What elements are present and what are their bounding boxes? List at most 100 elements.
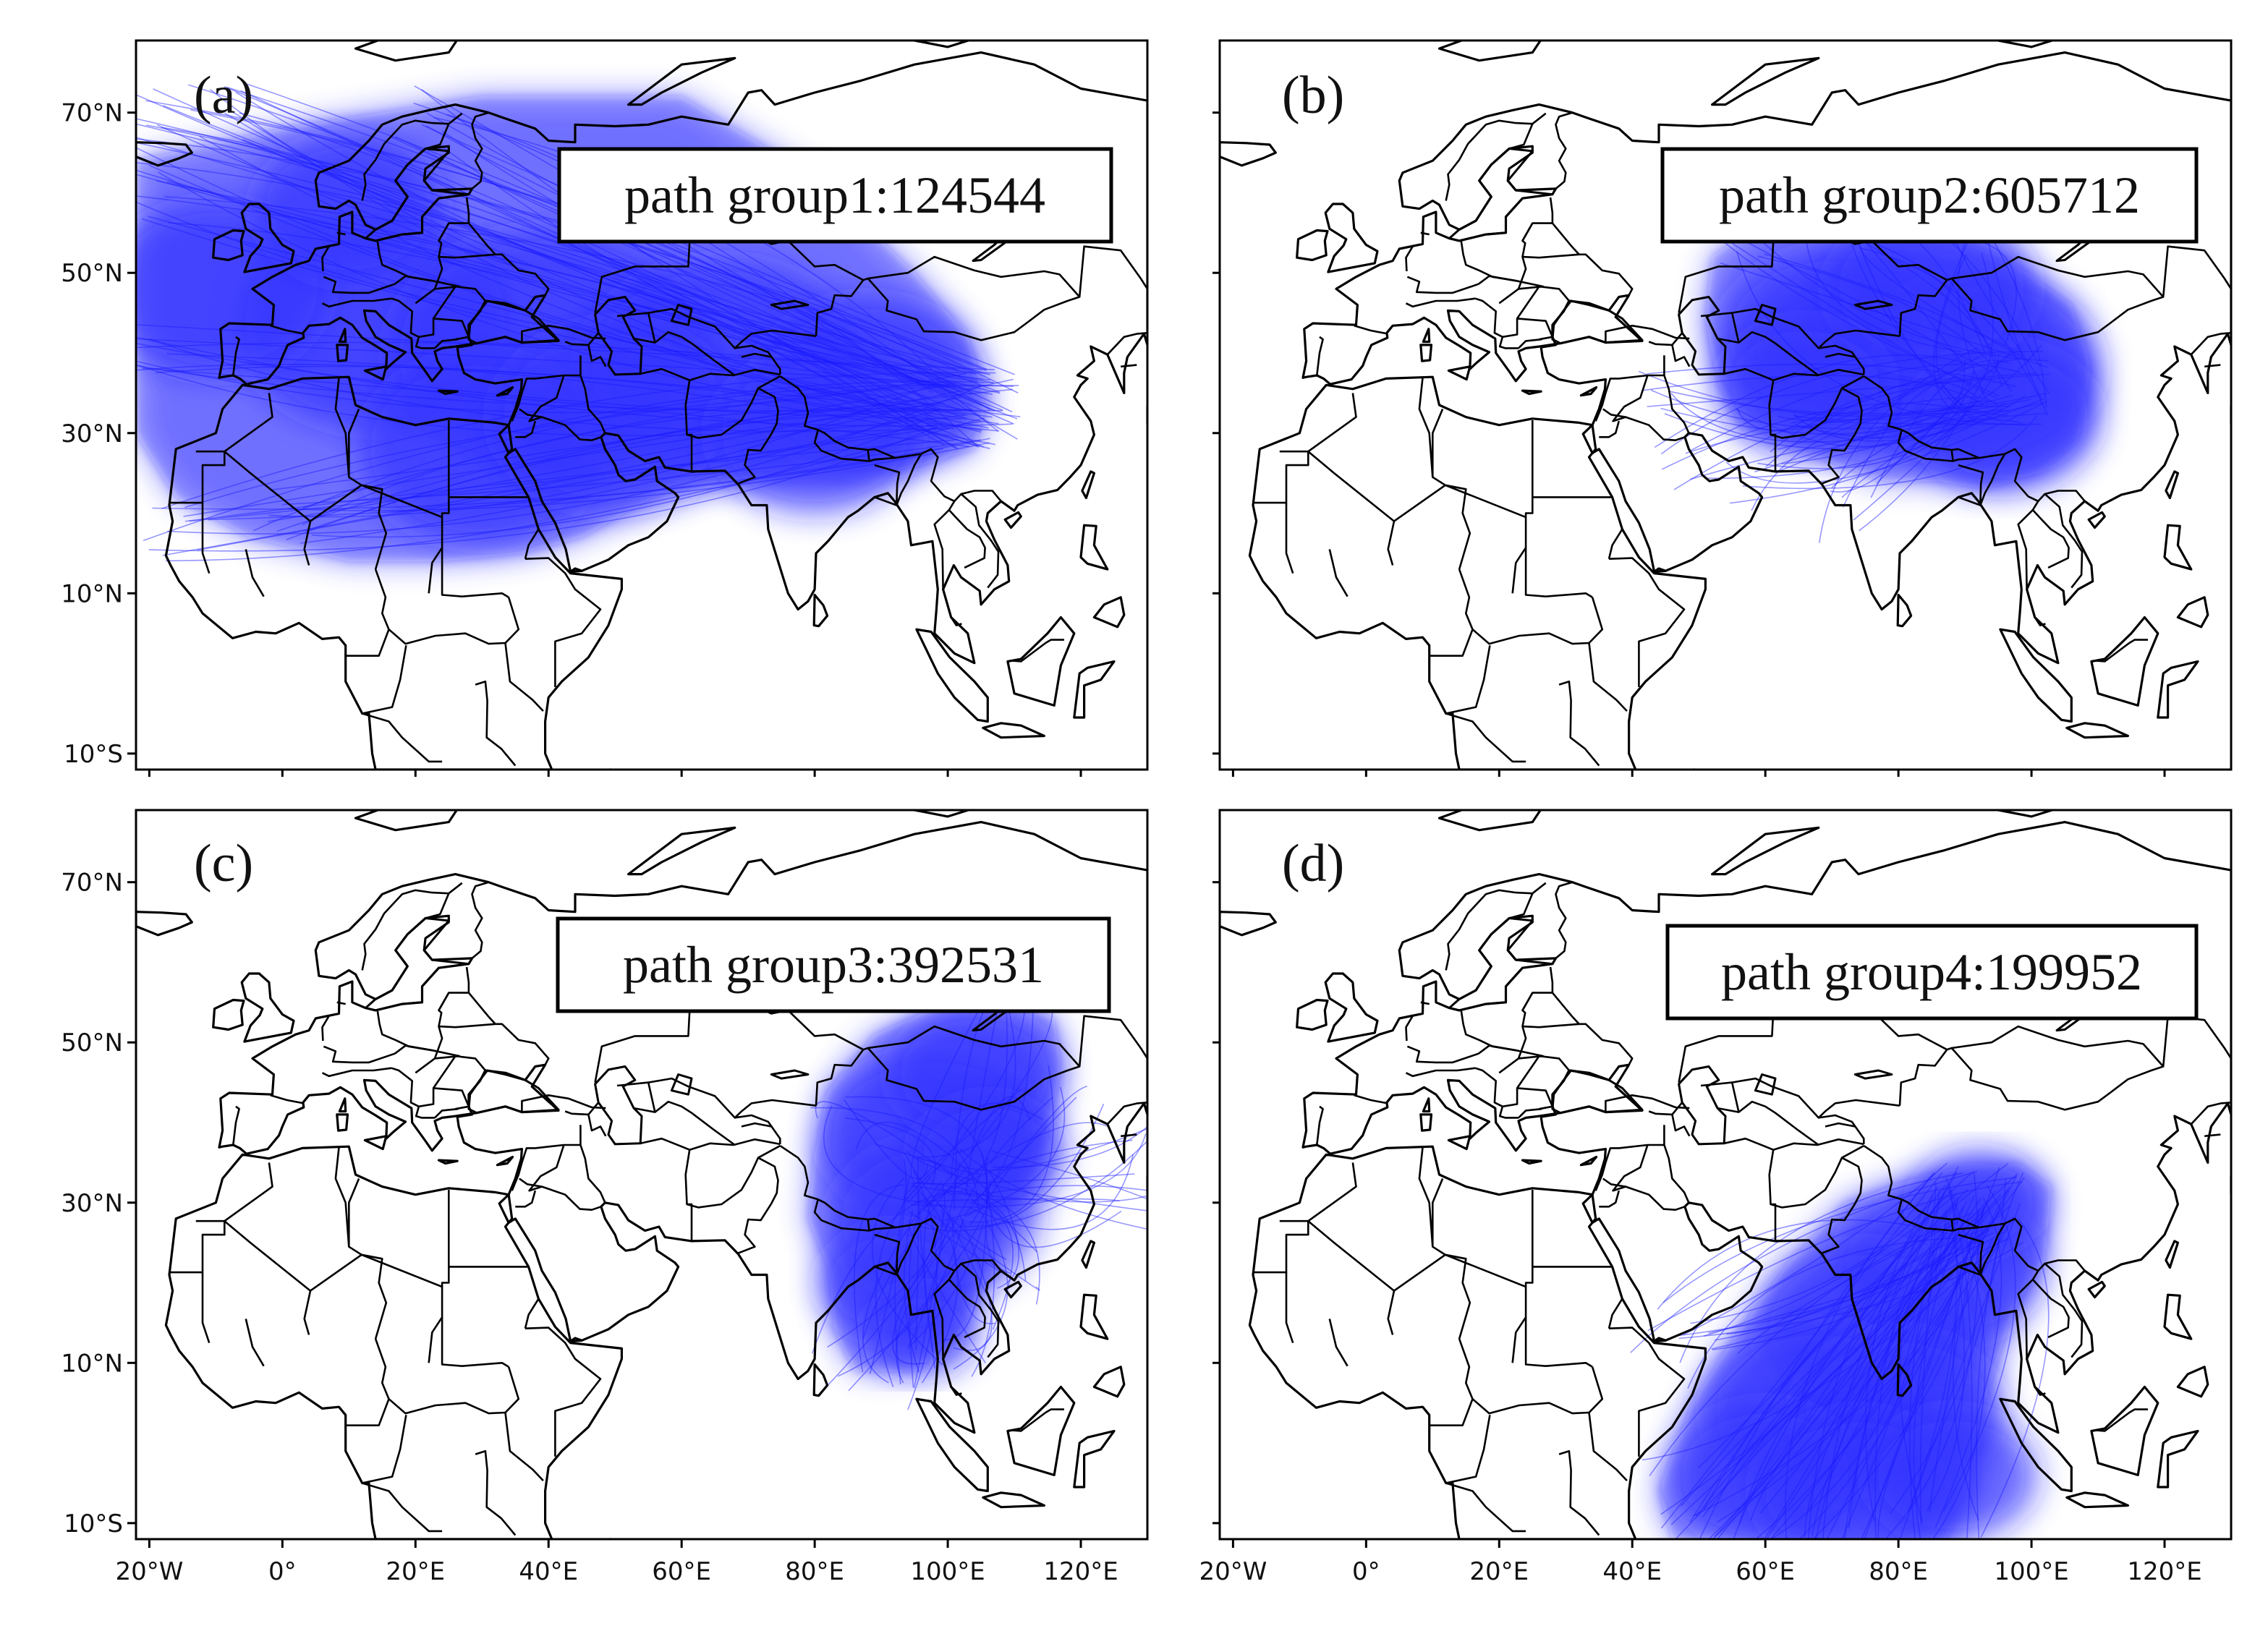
country-border [2034, 1386, 2046, 1396]
country-border [1607, 1298, 1623, 1329]
country-border [1078, 245, 1147, 297]
country-border [471, 111, 489, 189]
land-outline [136, 141, 193, 167]
land-outline [627, 56, 736, 106]
lon-tick-label: 100°E [910, 1557, 985, 1586]
country-border [1498, 336, 1519, 349]
land-outline [1248, 375, 1707, 770]
country-border [1420, 231, 1430, 236]
land-outline [363, 365, 388, 381]
group-label-c: path group3:392531 [623, 936, 1044, 994]
country-border [1979, 448, 2086, 503]
land-outline [1896, 593, 1913, 628]
country-border [519, 1178, 543, 1188]
country-border [960, 1263, 1000, 1358]
land-outline [1999, 1397, 2073, 1493]
country-border [734, 1114, 781, 1144]
country-border [1898, 255, 2165, 341]
panel-letter-a: (a) [194, 66, 253, 125]
land-outline [240, 972, 295, 1043]
country-border [2190, 1102, 2231, 1125]
country-border [362, 1482, 443, 1533]
country-border [779, 1145, 819, 1201]
country-border [1316, 336, 1324, 376]
country-border [1599, 1190, 1621, 1208]
country-border [1328, 549, 1349, 597]
land-outline [437, 1159, 459, 1165]
country-border [1253, 1219, 1309, 1274]
panel-c: 70°N 50°N 30°N 10°N 10°S 20°W 0° 20°E 40°E 60°E 8… [61, 809, 1149, 1586]
lat-tick-label: 50°N [61, 1029, 123, 1057]
group-label-a: path group1:124544 [624, 166, 1045, 224]
country-border [1478, 1044, 1545, 1074]
country-border [521, 325, 606, 344]
country-border [579, 1144, 606, 1204]
country-border [524, 1326, 602, 1457]
country-border [1518, 338, 1542, 349]
country-border [504, 597, 544, 712]
country-border [361, 112, 463, 201]
country-border [1445, 1482, 1526, 1533]
country-border [348, 1178, 360, 1247]
country-border [1460, 1010, 1517, 1052]
country-border [741, 1122, 772, 1128]
country-border [475, 680, 517, 767]
country-border [1516, 1055, 1570, 1089]
country-border [815, 1025, 1081, 1111]
lon-tick-label: 20°E [1469, 1557, 1529, 1586]
panel-b: (b) path group2:605712 [1212, 39, 2233, 777]
country-border [1471, 629, 1589, 645]
land-outline [1081, 470, 1095, 500]
country-border [1474, 297, 1554, 341]
country-border [1979, 453, 2006, 506]
country-border [950, 1386, 962, 1396]
land-outline [1073, 660, 1116, 719]
land-outline [212, 229, 245, 262]
country-border [1432, 1178, 1444, 1247]
lat-tick-label: 70°N [61, 99, 123, 128]
land-outline [1437, 810, 1542, 832]
country-border [524, 529, 540, 560]
land-outline [1419, 344, 1433, 362]
land-outline [1079, 1293, 1109, 1340]
country-border [394, 275, 461, 305]
land-outline [1081, 1240, 1095, 1269]
land-outline [812, 1363, 829, 1397]
country-border [587, 1114, 607, 1137]
lat-tick-label: 70°N [61, 869, 123, 898]
country-border [434, 338, 459, 349]
land-outline [1447, 1135, 1471, 1151]
group-label-box-b [1660, 147, 2199, 244]
lat-tick-label: 50°N [61, 259, 123, 288]
country-border [1393, 1253, 1471, 1340]
country-border [1524, 548, 1593, 598]
country-border [734, 344, 781, 375]
country-border [1558, 680, 1600, 767]
country-border [1471, 1398, 1589, 1415]
land-outline [913, 41, 972, 48]
country-border [1648, 332, 1683, 346]
country-border [323, 1045, 396, 1064]
country-border [441, 1190, 450, 1287]
country-border [2034, 616, 2046, 626]
panel-d: 20°W 0° 20°E 40°E 60°E 80°E 100°E 120°E (d) pat… [1199, 809, 2233, 1586]
land-outline [1447, 365, 1471, 381]
lake-outline [770, 1069, 810, 1080]
land-outline [1092, 596, 1126, 629]
land-outline [1296, 998, 1329, 1031]
country-border [224, 393, 273, 453]
land-outline [812, 593, 829, 628]
country-border [1106, 1102, 1147, 1125]
country-border [1406, 1045, 1479, 1064]
country-border [647, 1082, 656, 1112]
lake-outline [467, 299, 560, 345]
country-border [960, 493, 1000, 589]
land-outline [1521, 1159, 1542, 1165]
country-border [1588, 597, 1628, 712]
lon-axis-d: 20°W 0° 20°E 40°E 60°E 80°E 100°E 120°E [1199, 1539, 2202, 1586]
land-outline [982, 722, 1045, 739]
country-border [2204, 364, 2221, 368]
lon-tick-label: 20°E [386, 1557, 445, 1586]
lon-tick-label: 120°E [1043, 1557, 1118, 1586]
